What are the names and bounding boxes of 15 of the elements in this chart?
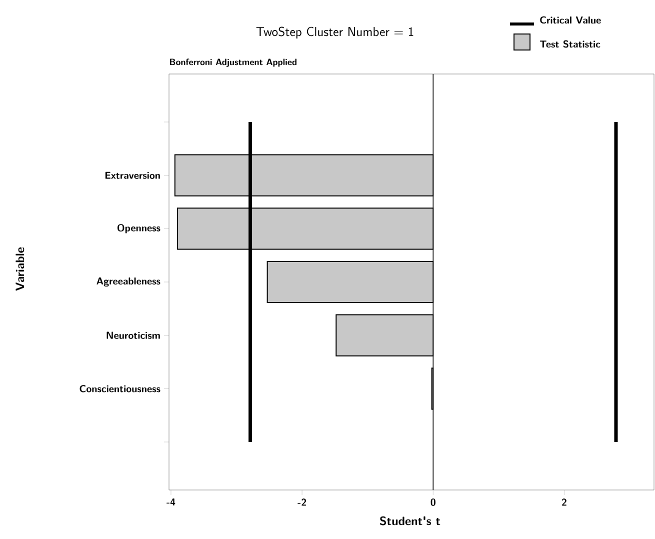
y-tick-label: Neuroticism bbox=[106, 332, 160, 339]
x-tick-label: 0 bbox=[430, 498, 436, 506]
legend-label: Test Statistic bbox=[540, 40, 600, 48]
y-tick-label: Agreeableness bbox=[96, 278, 160, 286]
x-tick-label: -2 bbox=[298, 498, 306, 506]
y-tick-label: Conscientiousness bbox=[80, 385, 160, 392]
y-axis-title: Variable bbox=[16, 247, 24, 291]
legend-label: Critical Value bbox=[540, 16, 601, 24]
chart-title: TwoStep Cluster Number = 1 bbox=[256, 26, 414, 39]
x-tick-label: -4 bbox=[166, 498, 176, 506]
y-tick-label: Extraversion bbox=[105, 172, 160, 179]
y-tick-label: Openness bbox=[118, 224, 160, 234]
x-tick-label: 2 bbox=[562, 498, 566, 506]
x-axis-title: Student's t bbox=[380, 516, 440, 526]
chart-subtitle: Bonferroni Adjustment Applied bbox=[170, 58, 296, 67]
